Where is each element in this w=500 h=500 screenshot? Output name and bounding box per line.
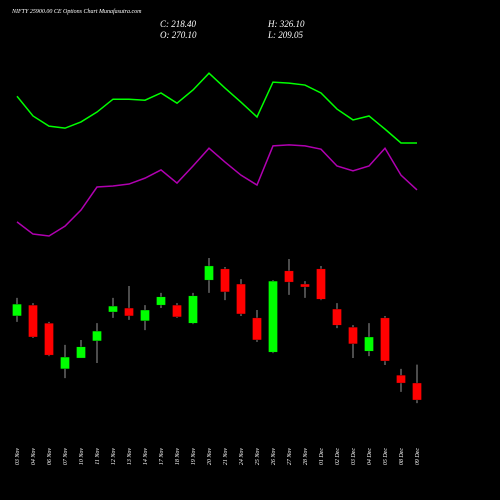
x-tick-label: 13 Nov [127,448,133,466]
stat-close: C: 218.40 [160,19,197,29]
x-tick-label: 11 Nov [95,448,101,465]
x-tick-label: 03 Dec [351,448,357,465]
x-tick-label: 06 Nov [47,448,53,466]
candle-body [284,270,294,283]
x-tick-label: 17 Nov [159,448,165,466]
x-tick-label: 27 Nov [287,448,293,466]
candle-body [396,374,406,384]
candle-body [92,330,102,342]
candle-body [204,265,214,281]
candle-body [124,307,134,317]
candle-body [140,309,150,322]
candle-body [236,283,246,315]
x-tick-label: 09 Dec [415,448,421,465]
x-tick-label: 28 Nov [303,448,309,466]
candle-body [188,295,198,324]
candle-body [348,326,358,345]
candle-body [12,303,22,317]
x-tick-label: 04 Nov [30,448,37,466]
candle-body [76,346,86,359]
candle-body [44,323,54,356]
x-tick-label: 04 Dec [366,448,373,465]
x-tick-label: 08 Dec [399,448,405,465]
candle-body [300,283,310,288]
candle-body [156,296,166,306]
candle-body [380,317,390,362]
x-tick-label: 19 Nov [191,448,197,466]
candle-body [252,317,262,341]
indicator-line [16,144,418,237]
candle-body [172,304,182,318]
candle-body [108,305,118,313]
stat-low: L: 209.05 [267,30,304,40]
x-tick-label: 24 Nov [238,448,245,466]
x-tick-label: 05 Dec [383,448,389,465]
x-tick-label: 01 Dec [319,448,325,465]
x-tick-label: 26 Nov [271,448,277,466]
x-tick-label: 14 Nov [142,448,149,466]
x-tick-label: 25 Nov [255,448,261,466]
x-tick-label: 20 Nov [207,448,213,466]
x-tick-label: 18 Nov [175,448,181,466]
candle-body [28,304,38,338]
stat-high: H: 326.10 [267,19,305,29]
candle-body [220,268,230,293]
stat-open: O: 270.10 [160,30,197,40]
x-tick-label: 10 Nov [79,448,85,466]
candle-body [332,308,342,326]
candle-body [60,356,70,370]
x-tick-label: 12 Nov [111,448,117,466]
x-tick-label: 02 Dec [335,448,341,465]
candle-body [268,280,278,353]
candle-body [412,382,422,401]
x-tick-label: 07 Nov [63,448,69,466]
candle-body [316,268,326,300]
chart-title: NIFTY 25900.00 CE Options Chart Munafasu… [11,8,142,15]
indicator-line [16,72,417,144]
x-tick-label: 21 Nov [223,448,229,466]
x-tick-label: 03 Nov [15,448,21,466]
candle-body [364,336,374,352]
